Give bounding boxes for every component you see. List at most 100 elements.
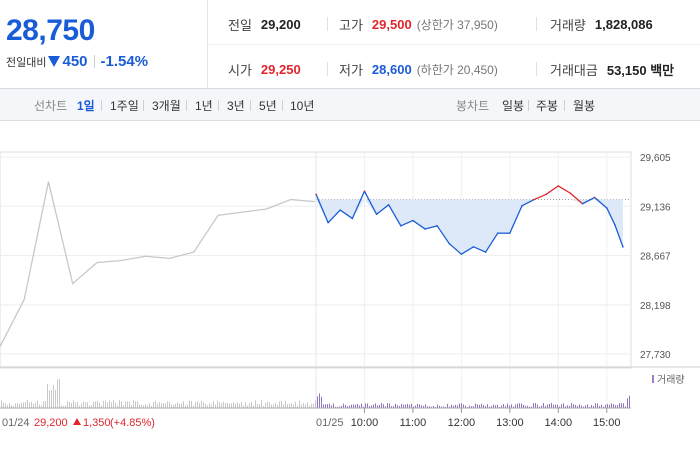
volume-bar <box>19 404 20 408</box>
candle-weekly[interactable]: 주봉 <box>536 99 559 113</box>
volume-bar <box>479 405 480 408</box>
divider <box>186 100 187 111</box>
volume-bar <box>159 401 160 408</box>
volume-bar <box>75 402 76 408</box>
volume-bar <box>287 403 288 408</box>
down-triangle-icon <box>48 56 61 67</box>
volume-bar <box>243 405 244 408</box>
volume-bar <box>9 403 10 408</box>
divider <box>218 100 219 111</box>
today-point <box>448 242 451 245</box>
volume-bar <box>557 404 558 408</box>
today-point <box>327 221 329 224</box>
volume-bar <box>441 406 442 408</box>
volume-bar <box>247 405 248 408</box>
volume-bar <box>357 404 358 408</box>
volume-bar <box>571 403 572 408</box>
volume-bar <box>315 400 316 408</box>
volume-bar <box>465 405 466 408</box>
period-1y[interactable]: 1년 <box>195 99 213 113</box>
y-tick-label: 29,605 <box>640 153 671 164</box>
stat-high: 고가 29,500 (상한가 37,950) <box>339 17 498 33</box>
volume-bar <box>519 403 520 408</box>
volume-bar <box>393 406 394 408</box>
volume-bar <box>211 404 212 408</box>
volume-bar <box>371 405 372 408</box>
volume-bar <box>47 383 48 408</box>
volume-bar <box>617 405 618 408</box>
volume-bar <box>123 405 124 408</box>
today-line-segment <box>545 185 559 195</box>
price-chart-svg: 29,605 29,136 28,667 28,198 27,730 거래량 01/24… <box>0 151 700 429</box>
today-line-segment <box>594 196 608 209</box>
period-1w[interactable]: 1주일 <box>110 99 139 113</box>
volume-bar <box>129 401 130 408</box>
volume-bar <box>619 403 620 408</box>
candle-monthly[interactable]: 월봉 <box>573 99 596 113</box>
today-line-segment <box>400 219 414 227</box>
prev-day-date: 01/24 <box>2 417 30 429</box>
volume-bar <box>503 403 504 408</box>
volume-bar <box>215 404 216 408</box>
volume-bar <box>49 390 50 408</box>
volume-bar <box>187 404 188 408</box>
period-3y[interactable]: 3년 <box>227 99 245 113</box>
today-point <box>557 185 560 187</box>
line-chart-label: 선차트 <box>34 99 68 113</box>
volume-bar <box>421 405 422 408</box>
volume-bar <box>369 406 370 408</box>
volume-bar <box>517 403 518 408</box>
volume-bar <box>231 403 232 408</box>
candle-daily[interactable]: 일봉 <box>502 99 525 113</box>
volume-bar <box>251 401 252 408</box>
volume-bar <box>597 403 598 408</box>
volume-bar <box>343 403 344 408</box>
volume-bar <box>281 400 282 408</box>
volume-bar <box>401 404 402 408</box>
volume-bar <box>71 403 72 408</box>
volume-bar <box>5 403 6 408</box>
prev-day-percent: (+4.85%) <box>110 417 155 429</box>
volume-bar <box>61 405 62 408</box>
volume-bar <box>351 404 352 408</box>
volume-bar <box>563 403 564 408</box>
volume-bar <box>569 405 570 408</box>
volume-bar <box>113 400 114 408</box>
volume-bar <box>427 406 428 408</box>
volume-bar <box>319 393 320 408</box>
volume-bar <box>345 404 346 408</box>
volume-bar <box>157 403 158 408</box>
volume-bar <box>555 404 556 408</box>
volume-bar <box>205 403 206 408</box>
volume-bar <box>105 400 106 408</box>
volume-bar <box>363 406 364 408</box>
period-1d[interactable]: 1일 <box>77 99 95 113</box>
today-point <box>605 207 608 209</box>
volume-bar <box>603 406 604 408</box>
volume-bar <box>613 404 614 408</box>
volume-bar <box>551 403 552 408</box>
period-10y[interactable]: 10년 <box>290 99 315 113</box>
volume-bar <box>17 403 18 408</box>
volume-bar <box>297 405 298 408</box>
volume-bar <box>325 404 326 408</box>
volume-bar <box>471 406 472 408</box>
volume-bar <box>145 404 146 408</box>
today-line-segment <box>509 205 523 234</box>
volume-bar <box>593 406 594 408</box>
period-3m[interactable]: 3개월 <box>152 99 181 113</box>
volume-bar <box>171 404 172 408</box>
period-5y[interactable]: 5년 <box>259 99 277 113</box>
volume-bar <box>35 402 36 408</box>
volume-bar <box>165 403 166 408</box>
volume-bar <box>591 405 592 408</box>
volume-bar <box>125 401 126 408</box>
volume-bar <box>155 400 156 408</box>
volume-bar <box>59 378 60 408</box>
volume-bar <box>307 402 308 408</box>
today-line-segment <box>339 209 353 219</box>
volume-bar <box>161 403 162 408</box>
volume-bar <box>407 403 408 408</box>
today-line-segment <box>436 225 450 245</box>
prev-day-line <box>0 181 316 347</box>
